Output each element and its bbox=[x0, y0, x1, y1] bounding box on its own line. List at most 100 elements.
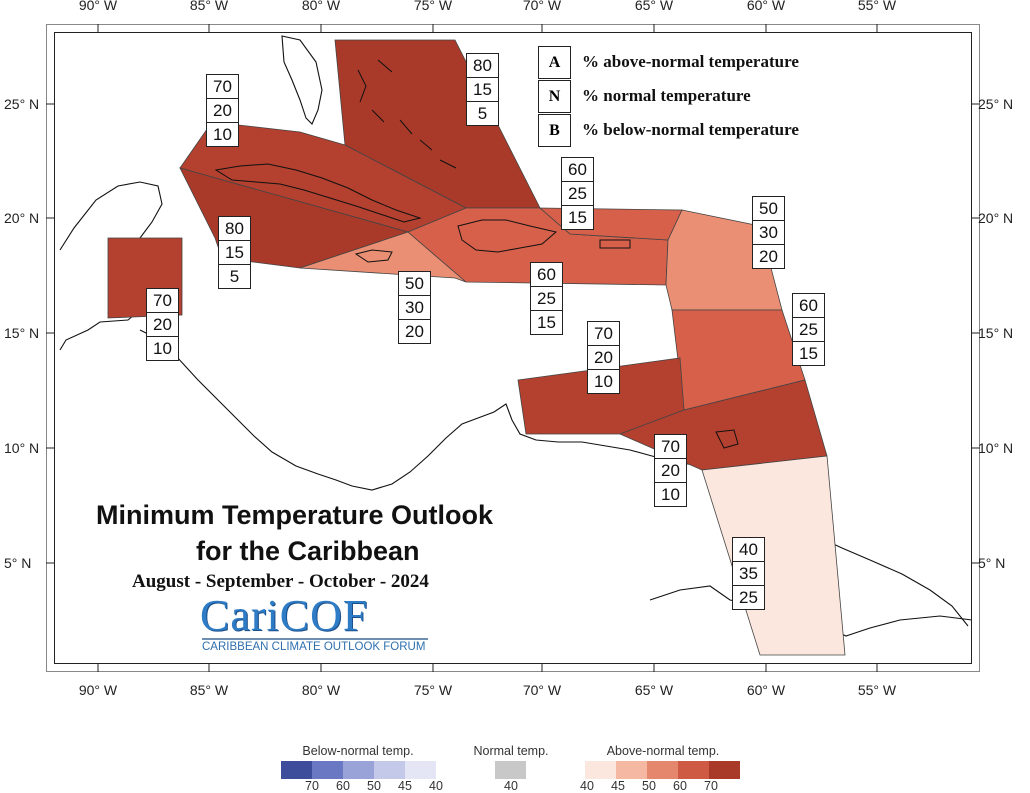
prob-above: 70 bbox=[207, 75, 238, 99]
map-outer-border bbox=[46, 24, 980, 672]
prob-below: 20 bbox=[759, 247, 778, 266]
prob-above: 70 bbox=[147, 289, 178, 313]
lat-label-right: 20° N bbox=[978, 210, 1014, 226]
lon-label-top: 55° W bbox=[857, 0, 897, 13]
prob-above: 80 bbox=[467, 54, 498, 78]
lat-label-left: 25° N bbox=[4, 96, 40, 112]
prob-normal: 35 bbox=[733, 562, 764, 586]
trinidad-island bbox=[715, 429, 739, 449]
colorbar-swatch-below bbox=[312, 761, 343, 779]
colorbar-tick: 50 bbox=[642, 779, 656, 793]
colorbar-tick: 40 bbox=[429, 779, 443, 793]
colorbar-above-title: Above-normal temp. bbox=[606, 744, 720, 758]
prob-box-cuba: 70 20 10 bbox=[206, 74, 239, 147]
key-text: % below-normal temperature bbox=[582, 120, 799, 139]
prob-below: 10 bbox=[594, 372, 613, 391]
lon-label-top: 65° W bbox=[634, 0, 674, 13]
lat-label-right: 25° N bbox=[978, 96, 1014, 112]
prob-above: 50 bbox=[399, 272, 430, 296]
key-letter: A bbox=[538, 46, 571, 79]
lat-label-right: 10° N bbox=[978, 440, 1014, 456]
prob-below: 10 bbox=[661, 485, 680, 504]
lon-label-top: 80° W bbox=[301, 0, 341, 13]
colorbar-tick: 60 bbox=[673, 779, 687, 793]
prob-box-bahamas: 80 15 5 bbox=[466, 53, 499, 126]
colorbar-swatch-above bbox=[709, 761, 740, 779]
prob-normal: 25 bbox=[793, 318, 824, 342]
prob-below: 5 bbox=[477, 104, 488, 123]
colorbar-tick: 45 bbox=[611, 779, 625, 793]
key-letter: B bbox=[538, 114, 571, 147]
prob-box-cayman: 80 15 5 bbox=[218, 216, 251, 289]
colorbar-tick: 60 bbox=[336, 779, 350, 793]
cuba-island bbox=[214, 163, 422, 223]
key-letter: N bbox=[538, 80, 571, 113]
prob-box-leewards: 50 30 20 bbox=[752, 196, 785, 269]
florida-coast bbox=[281, 35, 323, 125]
lon-label-top: 70° W bbox=[522, 0, 562, 13]
prob-normal: 20 bbox=[655, 459, 686, 483]
prob-box-guianas: 40 35 25 bbox=[732, 537, 765, 610]
lon-label-bottom: 60° W bbox=[746, 682, 786, 698]
colorbar-below-title: Below-normal temp. bbox=[302, 744, 414, 758]
prob-above: 80 bbox=[219, 217, 250, 241]
lon-label-bottom: 70° W bbox=[522, 682, 562, 698]
colorbar-swatch-below bbox=[281, 761, 312, 779]
prob-below: 20 bbox=[405, 322, 424, 341]
key-text: % normal temperature bbox=[582, 86, 751, 105]
caricof-logo: CariCOF CARIBBEAN CLIMATE OUTLOOK FORUM bbox=[200, 591, 432, 660]
prob-below: 15 bbox=[799, 344, 818, 363]
lon-label-bottom: 80° W bbox=[301, 682, 341, 698]
prob-below: 15 bbox=[568, 208, 587, 227]
lon-label-bottom: 75° W bbox=[413, 682, 453, 698]
colorbar-swatch-above bbox=[647, 761, 678, 779]
forecast-regions bbox=[107, 39, 846, 656]
lon-label-top: 90° W bbox=[78, 0, 118, 13]
lon-label-bottom: 90° W bbox=[78, 682, 118, 698]
prob-normal: 30 bbox=[753, 221, 784, 245]
prob-normal: 15 bbox=[219, 241, 250, 265]
lon-label-bottom: 85° W bbox=[189, 682, 229, 698]
prob-normal: 30 bbox=[399, 296, 430, 320]
colorbar-tick: 70 bbox=[704, 779, 718, 793]
logo-divider bbox=[202, 638, 428, 640]
lon-label-top: 85° W bbox=[189, 0, 229, 13]
lon-label-bottom: 65° W bbox=[634, 682, 674, 698]
prob-box-abc: 70 20 10 bbox=[587, 321, 620, 394]
prob-above: 50 bbox=[753, 197, 784, 221]
lat-label-left: 5° N bbox=[4, 555, 32, 571]
prob-above: 60 bbox=[531, 263, 562, 287]
season-label: August - September - October - 2024 bbox=[132, 571, 429, 592]
lat-label-left: 15° N bbox=[4, 325, 40, 341]
colorbar-swatch-above bbox=[678, 761, 709, 779]
prob-below: 25 bbox=[739, 588, 758, 607]
colorbar-tick: 40 bbox=[580, 779, 594, 793]
prob-below: 15 bbox=[537, 313, 556, 332]
prob-above: 70 bbox=[588, 322, 619, 346]
axis-ticks bbox=[46, 24, 980, 672]
colorbar-swatch-below bbox=[343, 761, 374, 779]
prob-normal: 20 bbox=[147, 313, 178, 337]
prob-below: 5 bbox=[229, 267, 240, 286]
prob-above: 60 bbox=[562, 158, 593, 182]
prob-normal: 15 bbox=[467, 78, 498, 102]
logo-subtitle: CARIBBEAN CLIMATE OUTLOOK FORUM bbox=[202, 641, 426, 653]
islands bbox=[214, 59, 739, 449]
lat-label-right: 15° N bbox=[978, 325, 1014, 341]
logo-name: CariCOF bbox=[200, 591, 369, 640]
prob-box-jamaica: 50 30 20 bbox=[398, 271, 431, 344]
colorbar-tick: 50 bbox=[367, 779, 381, 793]
map-title: Minimum Temperature Outlook bbox=[96, 500, 494, 530]
lat-label-left: 20° N bbox=[4, 210, 40, 226]
prob-below: 10 bbox=[213, 125, 232, 144]
prob-above: 60 bbox=[793, 294, 824, 318]
prob-box-turks: 60 25 15 bbox=[561, 157, 594, 230]
prob-above: 40 bbox=[733, 538, 764, 562]
map-subtitle: for the Caribbean bbox=[196, 536, 420, 566]
colorbar-tick: 70 bbox=[305, 779, 319, 793]
puerto-rico-island bbox=[599, 239, 631, 249]
lon-label-bottom: 55° W bbox=[857, 682, 897, 698]
lon-label-top: 60° W bbox=[746, 0, 786, 13]
lat-label-right: 5° N bbox=[978, 555, 1006, 571]
